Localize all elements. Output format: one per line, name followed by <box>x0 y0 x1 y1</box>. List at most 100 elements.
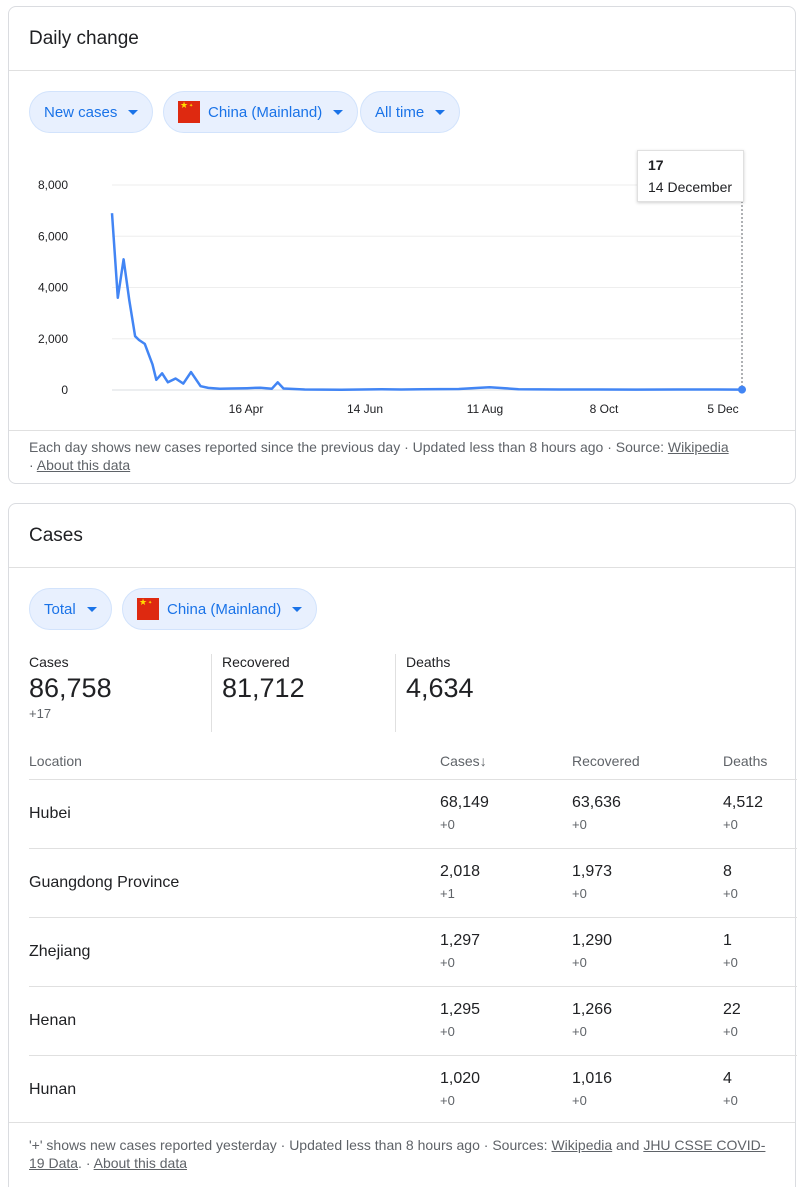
summary-recovered: Recovered 81,712 <box>222 654 305 704</box>
row-deaths-delta: +0 <box>723 1023 738 1039</box>
cases-region-dropdown[interactable]: China (Mainland) <box>122 588 318 630</box>
footnote-separator: · <box>29 457 37 473</box>
y-tick-label: 2,000 <box>38 332 68 346</box>
y-tick-label: 8,000 <box>38 178 68 192</box>
x-tick-label: 14 Jun <box>347 402 383 416</box>
row-recovered-value: 1,973 <box>572 862 613 880</box>
table-row[interactable]: Guangdong Province 2,018 +1 1,973 +0 8 +0 <box>29 848 797 918</box>
row-cases: 2,018 +1 <box>440 848 572 918</box>
cases-region-label: China (Mainland) <box>167 600 282 618</box>
row-deaths-delta: +0 <box>723 954 738 970</box>
row-recovered-delta: +0 <box>572 885 587 901</box>
tooltip-date: 14 December <box>648 179 733 195</box>
x-tick-label: 8 Oct <box>590 402 619 416</box>
y-tick-label: 0 <box>61 383 68 397</box>
summary-cases-value: 86,758 <box>29 673 112 703</box>
table-row[interactable]: Zhejiang 1,297 +0 1,290 +0 1 +0 <box>29 917 797 987</box>
row-recovered: 1,973 +0 <box>572 848 723 918</box>
cases-metric-dropdown[interactable]: Total <box>29 588 112 630</box>
row-location: Hubei <box>29 779 440 849</box>
caret-down-icon <box>292 606 303 612</box>
summary-cases: Cases 86,758 +17 <box>29 654 112 721</box>
divider <box>211 654 212 732</box>
cases-footnote: '+' shows new cases reported yesterday ·… <box>29 1136 775 1172</box>
header-deaths[interactable]: Deaths <box>723 744 797 780</box>
table-row[interactable]: Hunan 1,020 +0 1,016 +0 4 +0 <box>29 1055 797 1124</box>
caret-down-icon <box>435 109 446 115</box>
row-recovered-delta: +0 <box>572 1023 587 1039</box>
metric-dropdown[interactable]: New cases <box>29 91 154 133</box>
caret-down-icon <box>333 109 344 115</box>
region-dropdown-label: China (Mainland) <box>208 103 323 121</box>
sort-down-arrow-icon: ↓ <box>479 753 487 770</box>
header-cases[interactable]: Cases↓ <box>440 744 572 780</box>
about-data-link[interactable]: About this data <box>93 1155 188 1171</box>
summary-deaths-value: 4,634 <box>406 673 474 703</box>
row-recovered: 1,016 +0 <box>572 1055 723 1124</box>
cases-card: Cases Total China (Mainland) Cases 86,75… <box>8 503 797 1187</box>
caret-down-icon <box>128 109 139 115</box>
summary-cases-delta: +17 <box>29 706 52 721</box>
summary-cases-label: Cases <box>29 654 69 670</box>
row-recovered-delta: +0 <box>572 816 587 832</box>
summary-recovered-label: Recovered <box>222 654 290 670</box>
row-cases-delta: +0 <box>440 1023 455 1039</box>
chart-tooltip: 17 14 December <box>637 150 744 202</box>
divider <box>9 567 795 568</box>
row-cases-delta: +0 <box>440 1092 455 1108</box>
y-tick-label: 4,000 <box>38 281 68 295</box>
daily-cases-chart[interactable]: 8,000 6,000 4,000 2,000 0 16 Apr 14 Jun 11 Aug 8… <box>9 147 797 417</box>
row-deaths: 4 +0 <box>723 1055 797 1124</box>
x-tick-label: 5 Dec <box>707 402 738 416</box>
row-recovered-value: 1,016 <box>572 1069 613 1087</box>
row-deaths-value: 8 <box>723 862 732 880</box>
summary-recovered-value: 81,712 <box>222 673 305 703</box>
header-cases-label: Cases <box>440 753 480 770</box>
jhu-csse-link[interactable]: JHU CSSE COVID-19 Data <box>29 1137 766 1171</box>
footnote-text: Each day shows new cases reported since … <box>29 439 668 455</box>
header-location[interactable]: Location <box>29 744 440 780</box>
table-row[interactable]: Hubei 68,149 +0 63,636 +0 4,512 +0 <box>29 779 797 849</box>
wikipedia-source-link[interactable]: Wikipedia <box>551 1137 613 1153</box>
summary-deaths-label: Deaths <box>406 654 451 670</box>
header-recovered[interactable]: Recovered <box>572 744 723 780</box>
row-deaths: 8 +0 <box>723 848 797 918</box>
row-recovered-delta: +0 <box>572 1092 587 1108</box>
table-row[interactable]: Henan 1,295 +0 1,266 +0 22 +0 <box>29 986 797 1056</box>
row-location: Henan <box>29 986 440 1056</box>
divider <box>9 1122 795 1123</box>
china-flag-icon <box>137 597 159 620</box>
about-data-link[interactable]: About this data <box>36 457 131 473</box>
divider <box>9 70 795 71</box>
row-deaths-value: 4,512 <box>723 793 764 811</box>
row-cases-value: 68,149 <box>440 793 489 811</box>
daily-change-card: Daily change New cases China (Mainland) … <box>8 6 796 484</box>
row-cases-value: 1,295 <box>440 1000 481 1018</box>
row-recovered-delta: +0 <box>572 954 587 970</box>
wikipedia-source-link[interactable]: Wikipedia <box>667 439 729 455</box>
caret-down-icon <box>86 606 97 612</box>
row-recovered-value: 63,636 <box>572 793 621 811</box>
row-cases: 68,149 +0 <box>440 779 572 849</box>
row-cases-value: 1,020 <box>440 1069 481 1087</box>
row-recovered: 63,636 +0 <box>572 779 723 849</box>
footnote-separator: . · <box>78 1155 94 1171</box>
series-line <box>110 213 743 391</box>
daily-change-title: Daily change <box>29 28 139 49</box>
row-cases: 1,297 +0 <box>440 917 572 987</box>
x-tick-label: 16 Apr <box>229 402 264 416</box>
cases-title: Cases <box>29 525 83 546</box>
location-table: Location Cases↓ Recovered Deaths Hubei 68… <box>29 744 797 1124</box>
metric-dropdown-label: New cases <box>44 103 118 121</box>
row-cases: 1,020 +0 <box>440 1055 572 1124</box>
china-flag-icon <box>178 100 200 123</box>
table-header-row: Location Cases↓ Recovered Deaths <box>29 744 797 780</box>
range-dropdown[interactable]: All time <box>360 91 461 133</box>
row-deaths-value: 4 <box>723 1069 732 1087</box>
region-dropdown[interactable]: China (Mainland) <box>163 91 359 133</box>
y-tick-label: 6,000 <box>38 229 68 243</box>
cases-metric-label: Total <box>44 600 76 618</box>
divider <box>9 430 795 431</box>
range-dropdown-label: All time <box>375 103 425 121</box>
data-point <box>738 385 746 394</box>
